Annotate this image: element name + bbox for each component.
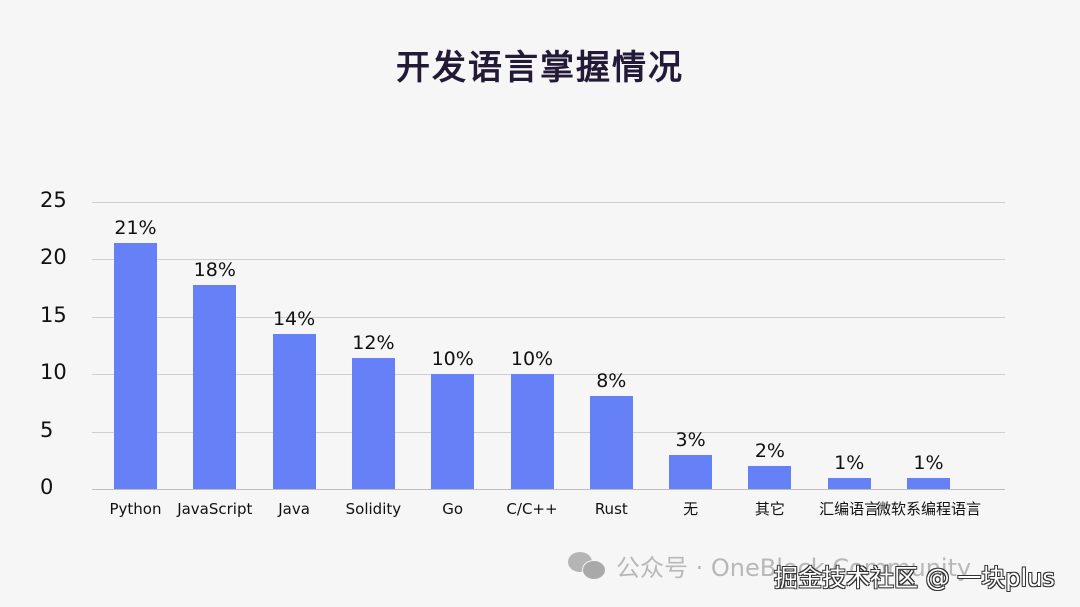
gridline <box>92 202 1005 203</box>
bar-value-label: 8% <box>596 370 627 392</box>
x-category-label: C/C++ <box>506 500 558 518</box>
bar <box>193 284 237 489</box>
bar <box>431 374 475 489</box>
y-tick-label: 20 <box>40 245 67 269</box>
x-category-label: 其它 <box>754 500 785 518</box>
bar <box>907 477 950 489</box>
credit-watermark: 掘金技术社区 @ 一块plus <box>774 564 1055 592</box>
y-tick-label: 15 <box>40 303 67 327</box>
bar <box>827 477 871 489</box>
wechat-icon <box>568 550 608 582</box>
x-category-label: 无 <box>683 500 699 518</box>
bar-value-label: 1% <box>834 451 865 474</box>
bar <box>114 243 157 489</box>
watermark: 公众号 · OneBlock Community <box>568 548 971 583</box>
bar-value-label: 10% <box>431 348 474 371</box>
y-tick-label: 5 <box>40 418 54 442</box>
y-tick-label: 25 <box>40 188 67 212</box>
bar <box>272 334 316 489</box>
bar-value-label: 3% <box>675 428 706 451</box>
bar-value-label: 1% <box>913 451 944 474</box>
gridline <box>92 259 1005 260</box>
bar-value-label: 10% <box>510 348 554 371</box>
x-category-label: 汇编语言 <box>819 500 880 518</box>
gridline <box>92 317 1005 318</box>
bar <box>351 358 395 489</box>
bar <box>669 454 713 489</box>
bar-value-label: 21% <box>114 217 157 240</box>
bar-value-label: 2% <box>754 440 785 463</box>
bar-value-label: 18% <box>193 258 236 281</box>
bar-value-label: 14% <box>272 308 316 331</box>
bar-value-label: 12% <box>352 332 395 355</box>
x-category-label: JavaScript <box>177 500 253 518</box>
y-tick-label: 0 <box>40 475 54 499</box>
x-category-label: Python <box>109 500 162 518</box>
x-category-label: Rust <box>594 500 628 518</box>
chart-title: 开发语言掌握情况 <box>396 48 684 88</box>
x-category-label: Java <box>278 500 310 518</box>
gridline <box>92 489 1005 490</box>
bar <box>510 374 554 489</box>
x-category-label: Solidity <box>345 500 402 518</box>
bar <box>748 466 792 489</box>
x-category-label: 微软系编程语言 <box>875 500 981 518</box>
watermark-text: 公众号 · OneBlock Community <box>616 554 972 582</box>
bar <box>589 396 633 489</box>
y-tick-label: 10 <box>40 360 67 384</box>
x-category-label: Go <box>442 500 464 518</box>
